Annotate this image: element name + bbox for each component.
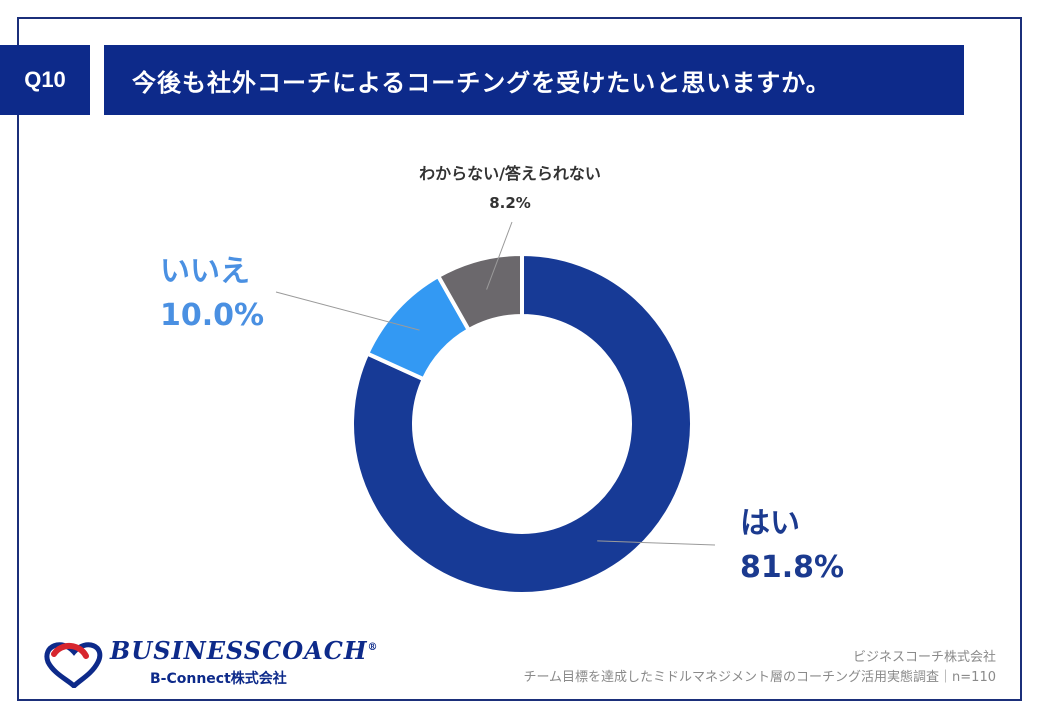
leader-line-yes xyxy=(597,540,716,546)
logo-brand: BUSINESSCOACH xyxy=(110,636,368,665)
leader-line-dont-know xyxy=(486,221,513,290)
slice-value-yes: 81.8% xyxy=(740,550,845,585)
donut-slices xyxy=(350,251,694,596)
slice-value-dont-know: 8.2% xyxy=(489,194,531,212)
slice-yes xyxy=(350,251,694,596)
outer-frame xyxy=(17,17,1022,701)
slice-label-yes: はい xyxy=(740,506,800,541)
footer-company: ビジネスコーチ株式会社 xyxy=(852,650,996,665)
question-number-badge: Q10 xyxy=(0,45,90,115)
footer-survey-info: チーム目標を達成したミドルマネジメント層のコーチング活用実態調査｜n=110 xyxy=(523,670,996,685)
question-title: 今後も社外コーチによるコーチングを受けたいと思いますか。 xyxy=(104,45,964,115)
logo-wordmark: BUSINESSCOACH® xyxy=(110,636,379,665)
business-coach-logo-icon xyxy=(44,642,103,688)
leader-line-no xyxy=(275,291,420,331)
leader-lines xyxy=(275,221,716,546)
slice-label-dont-know: わからない/答えられない xyxy=(419,164,601,183)
slice-label-no: いいえ xyxy=(160,254,250,289)
slice-dont-know xyxy=(435,251,524,333)
logo-company-name: B-Connect株式会社 xyxy=(150,671,287,687)
slice-value-no: 10.0% xyxy=(160,298,265,333)
logo-registered-mark: ® xyxy=(367,642,379,653)
